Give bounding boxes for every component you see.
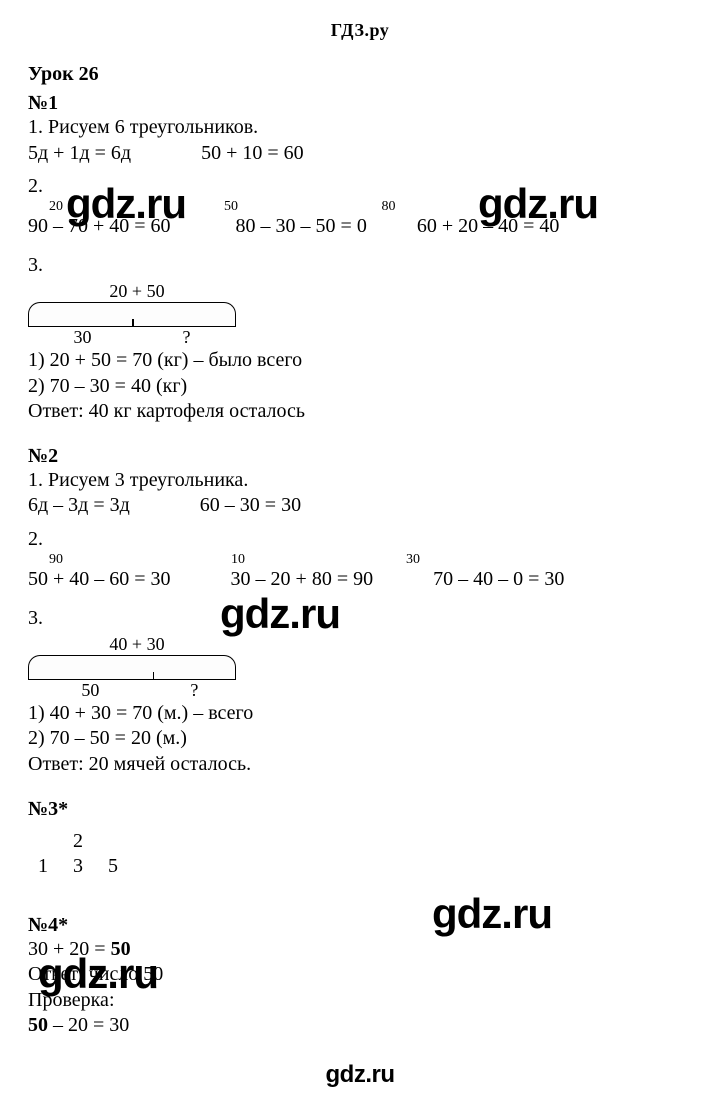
p1-part3-ans: Ответ: 40 кг картофеля осталось [28,399,692,425]
lesson-title: Урок 26 [28,63,692,86]
document-page: ГДЗ.ру Урок 26 №1 1. Рисуем 6 треугольни… [0,0,720,1039]
p2-seg-bottom: 50 ? [28,679,236,701]
p2-part2-row: 50 + 40 – 60 = 30 30 – 20 + 80 = 90 70 –… [28,567,692,593]
p1-part3-l2: 2) 70 – 30 = 40 (кг) [28,374,692,400]
p2-part2-label: 2. [28,527,692,553]
p2-seg-b1: 50 [28,680,153,701]
p3-row1: 2 [28,829,692,855]
p3-row2: 1 3 5 [28,854,692,880]
p4-l1a: 30 + 20 = [28,938,111,960]
p1-seg-b1: 30 [74,327,92,348]
p1-part1-b: 5д + 1д = 6д 50 + 10 = 60 [28,141,692,167]
p1-part2-row: 90 – 70 + 40 = 60 80 – 30 – 50 = 0 60 + … [28,214,692,240]
p4-l1: 30 + 20 = 50 [28,937,692,963]
p2-part3-ans: Ответ: 20 мячей осталось. [28,752,692,778]
footer-watermark: gdz.ru [0,1061,720,1089]
p1-seg-bar [28,302,236,326]
segment-tick [153,672,155,680]
p2-seg-bar [28,655,236,679]
problem-2-num: №2 [28,445,692,468]
p2-part1-a: 1. Рисуем 3 треугольника. [28,468,692,494]
p1-seg-bottom: 30 ? [28,326,236,348]
p2-part3-label: 3. [28,606,692,632]
p4-l4b: – 20 = 30 [48,1014,129,1036]
p2-part3-l1: 1) 40 + 30 = 70 (м.) – всего [28,701,692,727]
p1-segment-diagram: 20 + 50 30 ? [28,281,236,348]
p2-seg-top: 40 + 30 [28,634,236,655]
p4-l1b: 50 [111,938,131,960]
p2-part2-above: 90 10 30 [28,553,692,567]
p4-l2: Ответ: число 50 [28,962,692,988]
problem-3-num: №3* [28,798,692,821]
p1-part1-a: 1. Рисуем 6 треугольников. [28,115,692,141]
p1-seg-top: 20 + 50 [28,281,236,302]
p1-seg-b2: ? [183,327,191,348]
p2-part3-l2: 2) 70 – 50 = 20 (м.) [28,726,692,752]
problem-4-num: №4* [28,914,692,937]
p1-part2-label: 2. [28,174,692,200]
p2-part1-b: 6д – 3д = 3д 60 – 30 = 30 [28,493,692,519]
p4-l4: 50 – 20 = 30 [28,1013,692,1039]
problem-1-num: №1 [28,92,692,115]
p4-l3: Проверка: [28,988,692,1014]
site-header: ГДЗ.ру [28,20,692,41]
p4-l4a: 50 [28,1014,48,1036]
p1-part3-label: 3. [28,253,692,279]
p2-segment-diagram: 40 + 30 50 ? [28,634,236,701]
p1-part2-above: 20 50 80 [28,200,692,214]
p2-seg-b2: ? [153,680,236,701]
segment-tick [132,319,134,327]
p1-part3-l1: 1) 20 + 50 = 70 (кг) – было всего [28,348,692,374]
